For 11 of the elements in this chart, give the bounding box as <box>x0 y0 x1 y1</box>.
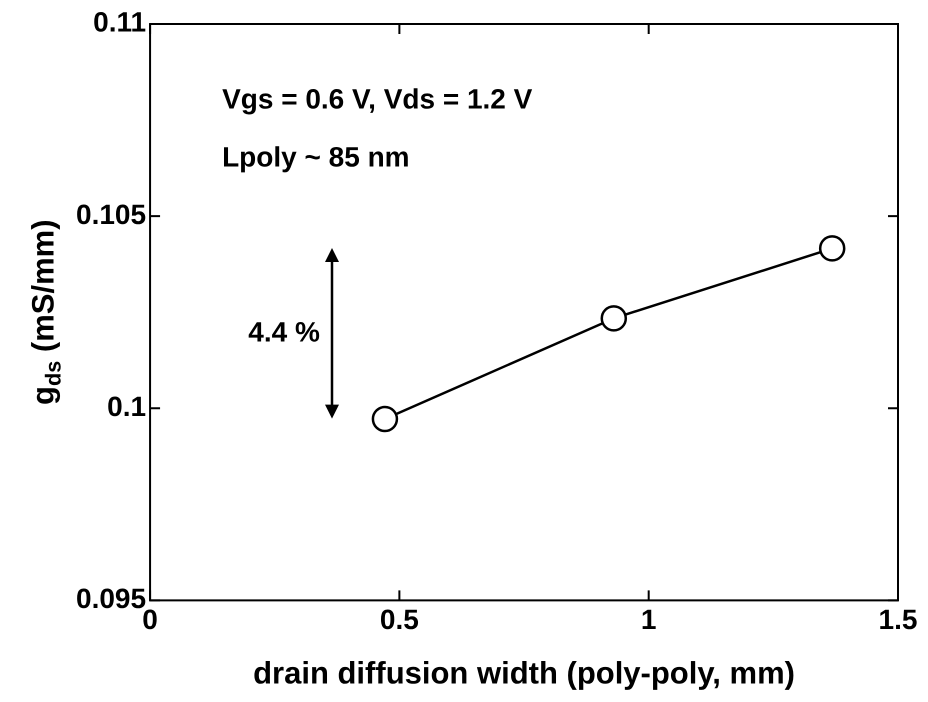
x-tick-label: 1.5 <box>878 604 918 635</box>
y-tick-label: 0.1 <box>107 390 146 422</box>
annotation: 4.4 % <box>248 316 320 348</box>
x-tick-label: 1 <box>640 604 656 635</box>
x-tick-label: 0.5 <box>380 604 419 635</box>
y-tick-label: 0.105 <box>76 198 146 230</box>
y-axis-title: gds (mS/mm) <box>26 219 66 405</box>
x-axis-title: drain diffusion width (poly-poly, mm) <box>253 656 795 691</box>
annotation: Vgs = 0.6 V, Vds = 1.2 V <box>222 84 533 115</box>
y-tick-label: 0.11 <box>93 6 146 38</box>
annotation: Lpoly ~ 85 nm <box>222 142 410 173</box>
